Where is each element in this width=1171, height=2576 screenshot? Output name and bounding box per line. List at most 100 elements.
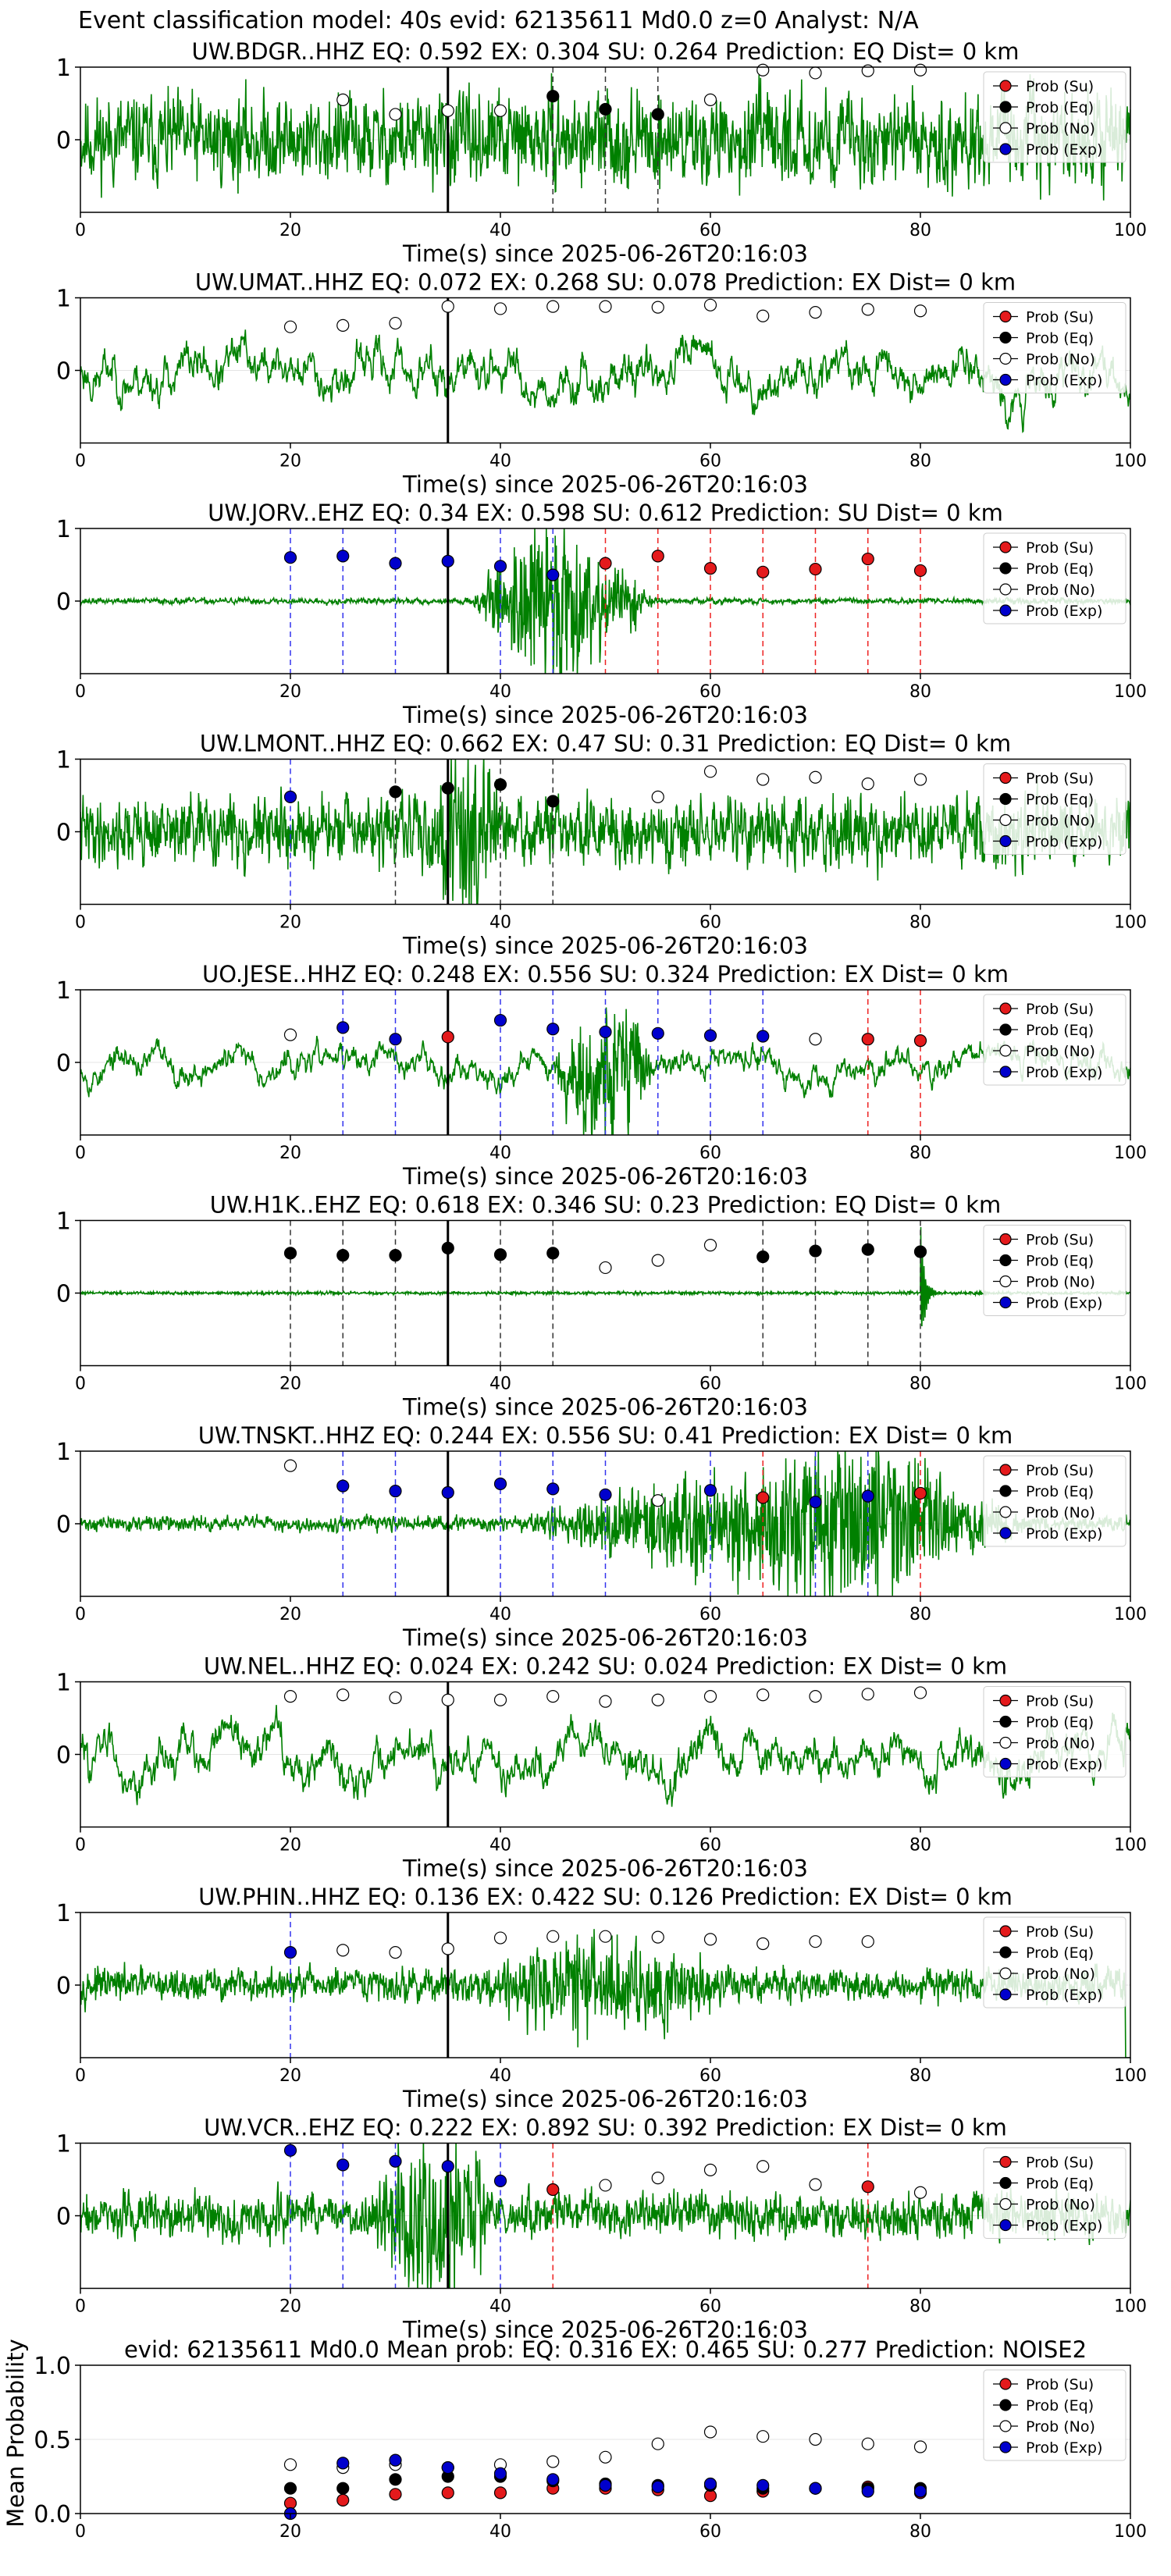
y-axis-label: Mean Probability — [2, 2339, 29, 2528]
legend-marker-exp — [999, 604, 1012, 617]
x-tick-label: 40 — [489, 2522, 511, 2542]
panel-title: UW.TNSKT..HHZ EQ: 0.244 EX: 0.556 SU: 0.… — [198, 1422, 1013, 1449]
x-tick-label: 100 — [1114, 2066, 1147, 2086]
legend-marker-no — [999, 1506, 1012, 1518]
x-tick-label: 60 — [699, 1375, 721, 1394]
x-tick-label: 60 — [699, 2297, 721, 2317]
prob-point-no — [493, 1693, 507, 1706]
prob-point-su — [756, 565, 770, 578]
legend-marker-eq — [999, 792, 1012, 806]
panel-9: UW.PHIN..HHZ EQ: 0.136 EX: 0.422 SU: 0.1… — [56, 1884, 1147, 2112]
legend-label: Prob (No) — [1026, 351, 1095, 368]
mean-prob-point-su — [493, 2486, 507, 2500]
mean-prob-point-no — [809, 2432, 822, 2446]
panel-5: UO.JESE..HHZ EQ: 0.248 EX: 0.556 SU: 0.3… — [56, 961, 1147, 1190]
legend-box — [983, 1916, 1127, 2008]
prob-point-no — [283, 1690, 297, 1703]
prob-point-exp — [441, 554, 454, 568]
legend-label: Prob (Su) — [1026, 2376, 1094, 2393]
mean-prob-point-no — [599, 2450, 612, 2464]
x-tick-label: 20 — [279, 913, 301, 933]
prob-point-exp — [703, 1484, 717, 1497]
panel-title: UW.LMONT..HHZ EQ: 0.662 EX: 0.47 SU: 0.3… — [200, 731, 1011, 757]
prob-point-no — [756, 309, 770, 322]
legend-marker-exp — [999, 2218, 1012, 2232]
x-tick-label: 20 — [279, 1144, 301, 1163]
panel-title: UW.VCR..EHZ EQ: 0.222 EX: 0.892 SU: 0.39… — [204, 2115, 1007, 2141]
legend-marker-eq — [999, 101, 1012, 113]
prob-point-su — [861, 552, 874, 566]
prob-point-no — [651, 1930, 664, 1944]
legend-label: Prob (No) — [1026, 2197, 1095, 2214]
x-axis-label: Time(s) since 2025-06-26T20:16:03 — [402, 702, 808, 728]
x-tick-label: 40 — [489, 221, 511, 240]
prob-point-eq — [861, 1243, 874, 1256]
legend-marker-su — [999, 80, 1012, 92]
prob-point-no — [546, 300, 560, 313]
prob-point-no — [651, 2172, 664, 2185]
x-tick-label: 40 — [489, 682, 511, 702]
prob-point-no — [599, 2179, 612, 2192]
y-tick-label: 1 — [56, 286, 71, 313]
legend-label: Prob (Exp) — [1026, 603, 1102, 620]
legend-label: Prob (Exp) — [1026, 1756, 1102, 1774]
prob-point-exp — [283, 2144, 297, 2157]
mean-prob-point-no — [756, 2430, 770, 2443]
y-tick-label: 0 — [56, 1281, 71, 1308]
prob-point-no — [441, 1693, 454, 1706]
legend: Prob (Su) Prob (Eq) Prob (No) Prob (Exp) — [983, 532, 1127, 624]
legend-label: Prob (Eq) — [1026, 1714, 1094, 1731]
prob-point-no — [809, 66, 822, 80]
prob-point-exp — [599, 1025, 612, 1039]
prob-point-no — [441, 104, 454, 117]
prob-point-exp — [336, 1021, 350, 1034]
prob-point-no — [651, 1494, 664, 1507]
x-tick-label: 80 — [909, 1144, 931, 1163]
legend: Prob (Su) Prob (Eq) Prob (No) Prob (Exp) — [983, 2369, 1127, 2461]
mean-prob-point-no — [651, 2437, 664, 2450]
prob-point-exp — [546, 1023, 560, 1036]
x-tick-label: 20 — [279, 2522, 301, 2542]
prob-point-no — [703, 1933, 717, 1946]
legend-marker-no — [999, 1044, 1012, 1057]
x-tick-label: 40 — [489, 1144, 511, 1163]
legend-label: Prob (Su) — [1026, 539, 1094, 557]
legend-label: Prob (Su) — [1026, 770, 1094, 788]
legend-marker-su — [999, 2155, 1012, 2169]
panel-title: evid: 62135611 Md0.0 Mean prob: EQ: 0.31… — [124, 2336, 1087, 2363]
prob-point-no — [703, 1690, 717, 1703]
x-tick-label: 100 — [1114, 682, 1147, 702]
prob-point-eq — [493, 1248, 507, 1261]
legend-label: Prob (Exp) — [1026, 372, 1102, 390]
waveform-trace — [80, 1705, 1130, 1807]
legend-label: Prob (Exp) — [1026, 1525, 1102, 1542]
x-tick-label: 0 — [75, 221, 86, 240]
prob-point-no — [546, 1930, 560, 1943]
mean-prob-point-exp — [389, 2453, 402, 2467]
legend: Prob (Su) Prob (Eq) Prob (No) Prob (Exp) — [983, 302, 1127, 393]
x-tick-label: 60 — [699, 913, 721, 933]
legend: Prob (Su) Prob (Eq) Prob (No) Prob (Exp) — [983, 763, 1127, 855]
prob-point-no — [493, 302, 507, 315]
legend-marker-su — [999, 1694, 1012, 1707]
x-tick-label: 80 — [909, 913, 931, 933]
legend-marker-su — [999, 1925, 1012, 1937]
legend: Prob (Su) Prob (Eq) Prob (No) Prob (Exp) — [983, 1686, 1127, 1777]
prob-point-exp — [389, 1485, 402, 1498]
prob-point-no — [546, 1690, 560, 1703]
legend-label: Prob (Exp) — [1026, 2218, 1102, 2235]
prob-point-no — [703, 93, 717, 106]
prob-point-no — [913, 304, 927, 318]
legend-label: Prob (No) — [1026, 2418, 1095, 2435]
legend-box — [983, 532, 1127, 624]
prob-point-no — [651, 301, 664, 314]
x-tick-label: 60 — [699, 221, 721, 240]
legend-label: Prob (Eq) — [1026, 1022, 1094, 1039]
prob-point-no — [336, 1688, 350, 1702]
prob-point-no — [651, 1693, 664, 1706]
mean-prob-point-exp — [703, 2477, 717, 2491]
legend-label: Prob (Eq) — [1026, 792, 1094, 809]
legend: Prob (Su) Prob (Eq) Prob (No) Prob (Exp) — [983, 994, 1127, 1086]
y-tick-label: 0 — [56, 1050, 71, 1077]
legend-marker-exp — [999, 1066, 1012, 1078]
